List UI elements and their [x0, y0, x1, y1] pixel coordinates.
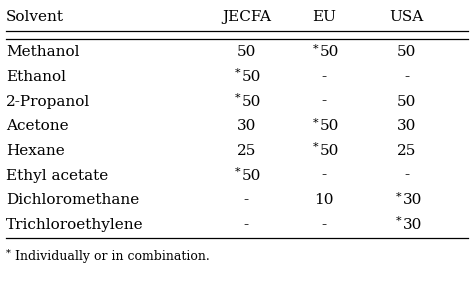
Text: *: *	[235, 68, 241, 78]
Text: 10: 10	[314, 193, 334, 207]
Text: 50: 50	[320, 45, 339, 59]
Text: 50: 50	[242, 70, 262, 84]
Text: 50: 50	[242, 95, 262, 109]
Text: Hexane: Hexane	[6, 144, 65, 158]
Text: 25: 25	[397, 144, 416, 158]
Text: 30: 30	[402, 193, 422, 207]
Text: 2-Propanol: 2-Propanol	[6, 95, 91, 109]
Text: Ethanol: Ethanol	[6, 70, 66, 84]
Text: 25: 25	[237, 144, 256, 158]
Text: -: -	[404, 168, 409, 182]
Text: 50: 50	[397, 45, 416, 59]
Text: -: -	[244, 218, 249, 232]
Text: Individually or in combination.: Individually or in combination.	[15, 250, 210, 263]
Text: Dichloromethane: Dichloromethane	[6, 193, 139, 207]
Text: 30: 30	[397, 119, 416, 133]
Text: 50: 50	[320, 119, 339, 133]
Text: Methanol: Methanol	[6, 45, 80, 59]
Text: 30: 30	[402, 218, 422, 232]
Text: 50: 50	[397, 95, 416, 109]
Text: USA: USA	[390, 10, 424, 24]
Text: 50: 50	[237, 45, 256, 59]
Text: *: *	[395, 216, 401, 226]
Text: *: *	[313, 44, 319, 54]
Text: -: -	[322, 218, 327, 232]
Text: *: *	[235, 93, 241, 103]
Text: *: *	[313, 118, 319, 128]
Text: Solvent: Solvent	[6, 10, 64, 24]
Text: 50: 50	[242, 168, 262, 182]
Text: *: *	[395, 192, 401, 201]
Text: -: -	[322, 168, 327, 182]
Text: Trichloroethylene: Trichloroethylene	[6, 218, 144, 232]
Text: 50: 50	[320, 144, 339, 158]
Text: Ethyl acetate: Ethyl acetate	[6, 168, 109, 182]
Text: EU: EU	[312, 10, 336, 24]
Text: *: *	[235, 167, 241, 177]
Text: -: -	[322, 95, 327, 109]
Text: *: *	[6, 248, 11, 257]
Text: -: -	[322, 70, 327, 84]
Text: -: -	[244, 193, 249, 207]
Text: -: -	[404, 70, 409, 84]
Text: 30: 30	[237, 119, 256, 133]
Text: Acetone: Acetone	[6, 119, 69, 133]
Text: JECFA: JECFA	[222, 10, 271, 24]
Text: *: *	[313, 142, 319, 152]
